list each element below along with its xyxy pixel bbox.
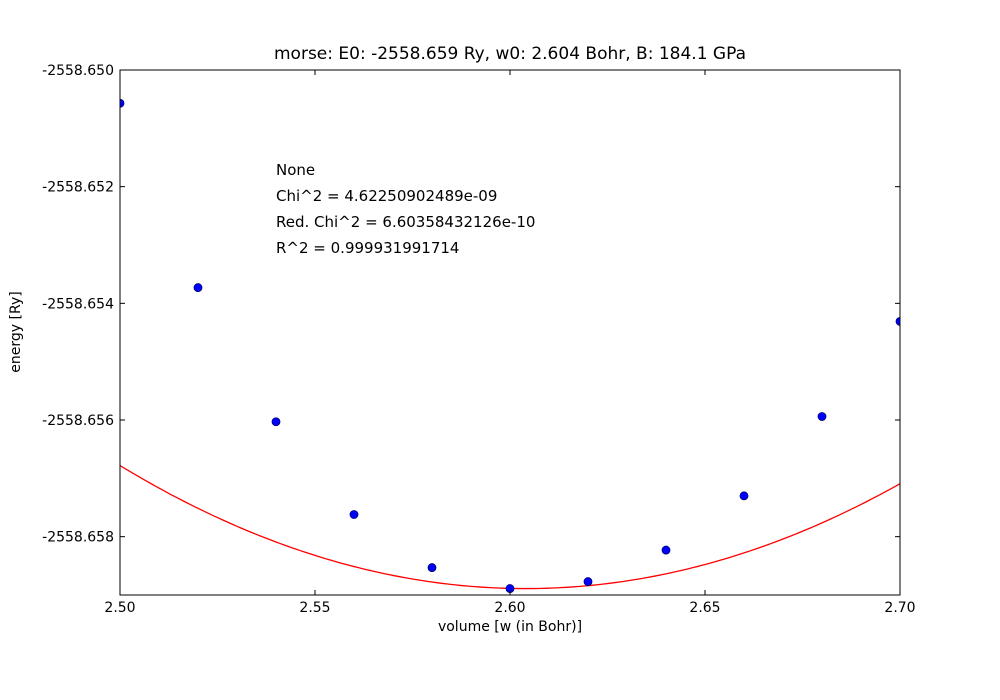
x-tick-label: 2.55 <box>299 600 330 616</box>
data-point <box>427 563 437 572</box>
x-axis: 2.50 2.55 2.60 2.65 2.70 <box>104 70 916 616</box>
plot-frame <box>119 69 901 596</box>
y-tick-label: -2558.658 <box>42 530 114 546</box>
fit-curve <box>120 464 900 590</box>
x-tick-label: 2.60 <box>494 600 525 616</box>
y-tick-label: -2558.654 <box>42 296 114 312</box>
annotation-chi2: Chi^2 = 4.62250902489e-09 <box>276 187 497 205</box>
data-point <box>739 491 749 501</box>
annotation-red-chi2: Red. Chi^2 = 6.60358432126e-10 <box>276 213 535 231</box>
y-tick-label: -2558.656 <box>42 413 114 429</box>
x-tick-label: 2.70 <box>884 600 915 616</box>
y-tick-label: -2558.652 <box>42 180 114 196</box>
annotation-r2: R^2 = 0.999931991714 <box>276 239 459 257</box>
data-point <box>583 577 593 586</box>
x-axis-label: volume [w (in Bohr)] <box>438 619 582 635</box>
data-point <box>661 545 671 555</box>
data-point <box>895 317 900 326</box>
y-tick-label: -2558.650 <box>42 63 114 79</box>
y-axis: -2558.650 -2558.652 -2558.654 -2558.656 -255… <box>42 63 900 546</box>
data-point <box>120 98 125 108</box>
x-tick-label: 2.50 <box>104 600 135 616</box>
data-point <box>193 283 203 292</box>
data-point <box>271 417 281 427</box>
x-tick-label: 2.65 <box>689 600 720 616</box>
annotation-method: None <box>276 161 315 179</box>
plot-area <box>120 98 900 593</box>
data-point <box>349 510 359 519</box>
chart-title: morse: E0: -2558.659 Ry, w0: 2.604 Bohr,… <box>274 44 746 64</box>
data-point <box>817 412 827 421</box>
y-axis-label: energy [Ry] <box>8 291 24 372</box>
